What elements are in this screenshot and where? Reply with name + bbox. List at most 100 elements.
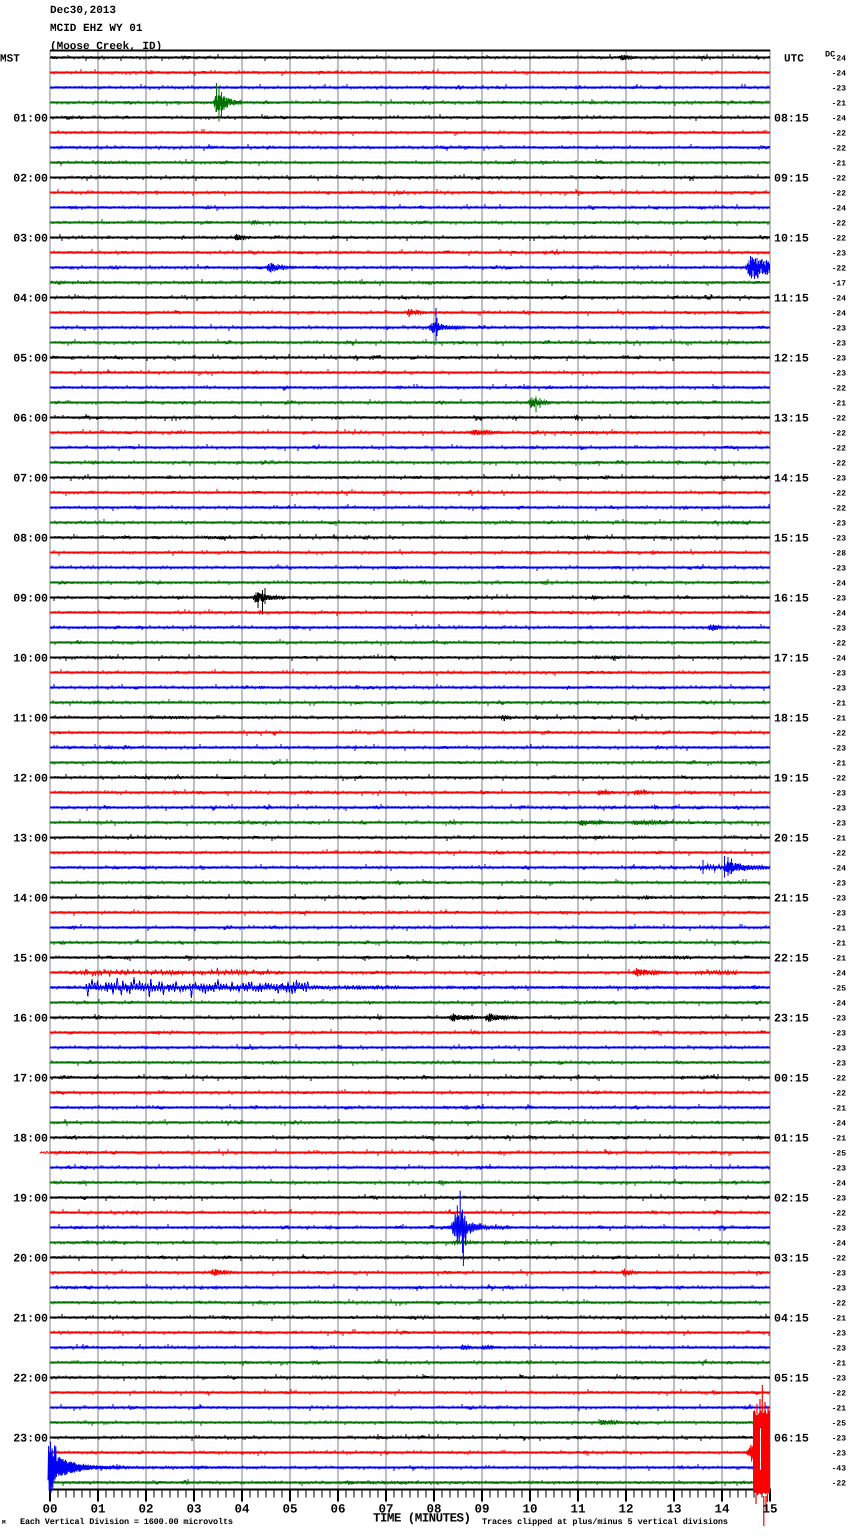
svg-text:-25: -25: [832, 985, 847, 994]
svg-text:-21: -21: [832, 715, 847, 724]
svg-text:04:15: 04:15: [774, 1313, 809, 1326]
svg-text:DC: DC: [825, 50, 835, 60]
svg-text:-21: -21: [832, 1405, 847, 1414]
svg-text:-21: -21: [832, 955, 847, 964]
svg-text:Each Vertical Division = 1600.: Each Vertical Division = 1600.00 microvo…: [20, 1517, 233, 1527]
svg-text:02:00: 02:00: [13, 173, 48, 186]
svg-text:03:00: 03:00: [13, 233, 48, 246]
svg-text:08:00: 08:00: [13, 533, 48, 546]
svg-text:-22: -22: [832, 1300, 847, 1309]
svg-text:-22: -22: [832, 145, 847, 154]
svg-text:-21: -21: [832, 160, 847, 169]
svg-text:10:15: 10:15: [774, 233, 809, 246]
svg-text:-22: -22: [832, 850, 847, 859]
svg-text:08: 08: [426, 1503, 441, 1517]
svg-text:-22: -22: [832, 640, 847, 649]
svg-text:-23: -23: [832, 340, 847, 349]
svg-text:09: 09: [474, 1503, 489, 1517]
svg-text:-43: -43: [832, 1465, 847, 1474]
svg-text:16:15: 16:15: [774, 593, 809, 606]
svg-text:17:00: 17:00: [13, 1073, 48, 1086]
svg-text:-22: -22: [832, 490, 847, 499]
svg-text:12: 12: [618, 1503, 633, 1517]
svg-text:Traces clipped at plus/minus 5: Traces clipped at plus/minus 5 vertical …: [482, 1517, 728, 1527]
svg-text:-22: -22: [832, 505, 847, 514]
svg-text:-22: -22: [832, 430, 847, 439]
svg-text:-23: -23: [832, 1060, 847, 1069]
svg-text:01:00: 01:00: [13, 113, 48, 126]
svg-text:-23: -23: [832, 355, 847, 364]
svg-text:-22: -22: [832, 130, 847, 139]
svg-text:04:00: 04:00: [13, 293, 48, 306]
svg-text:09:00: 09:00: [13, 593, 48, 606]
svg-text:03:15: 03:15: [774, 1253, 809, 1266]
svg-text:-22: -22: [832, 460, 847, 469]
svg-text:M: M: [2, 1519, 6, 1526]
svg-text:MCID EHZ WY 01: MCID EHZ WY 01: [50, 23, 143, 35]
svg-text:-23: -23: [832, 325, 847, 334]
svg-text:18:15: 18:15: [774, 713, 809, 726]
svg-text:07: 07: [378, 1503, 393, 1517]
svg-text:-17: -17: [832, 280, 847, 289]
svg-text:-23: -23: [832, 475, 847, 484]
svg-text:-23: -23: [832, 1045, 847, 1054]
svg-text:06:15: 06:15: [774, 1433, 809, 1446]
svg-text:04: 04: [234, 1503, 250, 1517]
svg-text:-24: -24: [832, 205, 847, 214]
svg-text:-21: -21: [832, 1105, 847, 1114]
svg-text:14: 14: [714, 1503, 730, 1517]
svg-text:15:15: 15:15: [774, 533, 809, 546]
svg-text:-23: -23: [832, 250, 847, 259]
svg-text:-21: -21: [832, 1360, 847, 1369]
svg-text:-23: -23: [832, 625, 847, 634]
svg-text:12:00: 12:00: [13, 773, 48, 786]
svg-text:22:15: 22:15: [774, 953, 809, 966]
svg-text:08:15: 08:15: [774, 113, 809, 126]
svg-text:00: 00: [42, 1503, 57, 1517]
svg-text:05:15: 05:15: [774, 1373, 809, 1386]
svg-text:-23: -23: [832, 1375, 847, 1384]
svg-text:-23: -23: [832, 1435, 847, 1444]
svg-text:-24: -24: [832, 115, 847, 124]
svg-text:-24: -24: [832, 610, 847, 619]
svg-text:19:15: 19:15: [774, 773, 809, 786]
svg-text:-22: -22: [832, 385, 847, 394]
svg-text:-21: -21: [832, 400, 847, 409]
svg-text:-24: -24: [832, 1240, 847, 1249]
svg-text:-22: -22: [832, 220, 847, 229]
svg-text:-22: -22: [832, 1210, 847, 1219]
svg-text:-23: -23: [832, 1195, 847, 1204]
svg-text:-23: -23: [832, 790, 847, 799]
svg-text:05: 05: [282, 1503, 297, 1517]
svg-text:-23: -23: [832, 1345, 847, 1354]
svg-text:-24: -24: [832, 1000, 847, 1009]
svg-text:-24: -24: [832, 865, 847, 874]
svg-text:06: 06: [330, 1503, 345, 1517]
svg-text:15: 15: [762, 1503, 777, 1517]
svg-text:-22: -22: [832, 415, 847, 424]
svg-text:-22: -22: [832, 775, 847, 784]
svg-text:-21: -21: [832, 760, 847, 769]
svg-text:-24: -24: [832, 970, 847, 979]
svg-text:-21: -21: [832, 700, 847, 709]
svg-text:21:15: 21:15: [774, 893, 809, 906]
svg-text:-24: -24: [832, 70, 847, 79]
svg-text:00:15: 00:15: [774, 1073, 809, 1086]
svg-text:-21: -21: [832, 1315, 847, 1324]
svg-text:22:00: 22:00: [13, 1373, 48, 1386]
svg-text:-23: -23: [832, 1270, 847, 1279]
svg-text:01: 01: [90, 1503, 105, 1517]
svg-text:14:00: 14:00: [13, 893, 48, 906]
svg-text:-25: -25: [832, 1420, 847, 1429]
svg-text:-21: -21: [832, 1135, 847, 1144]
svg-text:-23: -23: [832, 1015, 847, 1024]
svg-text:-28: -28: [832, 550, 847, 559]
svg-text:-23: -23: [832, 745, 847, 754]
svg-text:02: 02: [138, 1503, 153, 1517]
svg-text:-23: -23: [832, 565, 847, 574]
svg-text:14:15: 14:15: [774, 473, 809, 486]
svg-text:-23: -23: [832, 670, 847, 679]
svg-text:13: 13: [666, 1503, 681, 1517]
svg-text:01:15: 01:15: [774, 1133, 809, 1146]
svg-text:-22: -22: [832, 1075, 847, 1084]
